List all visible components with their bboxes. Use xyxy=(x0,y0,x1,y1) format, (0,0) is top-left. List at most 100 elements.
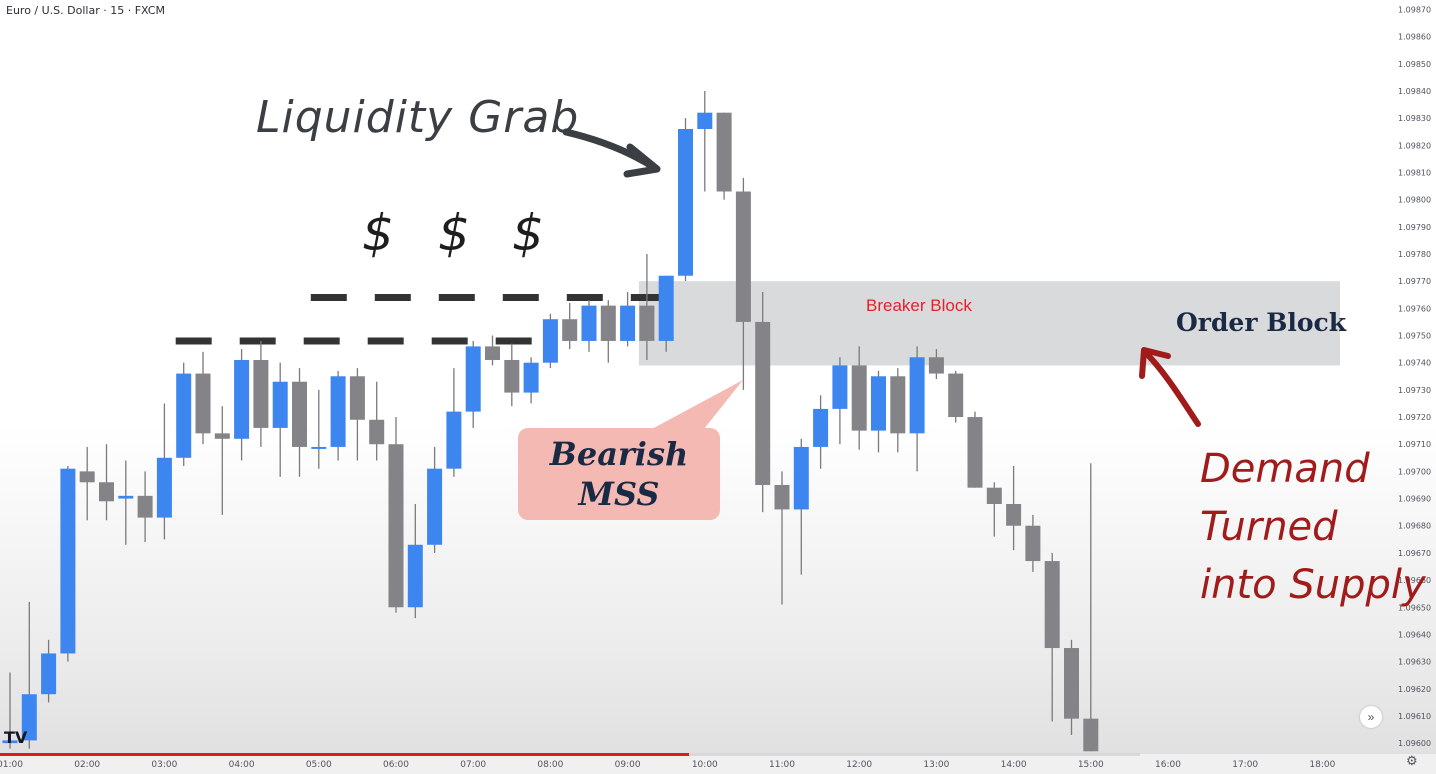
candle-body xyxy=(813,408,829,447)
tradingview-logo-icon[interactable]: TV xyxy=(4,728,28,747)
demand-turned-supply-label: Demand Turned into Supply xyxy=(1200,440,1426,614)
candle-0515 xyxy=(330,370,346,461)
candle-body xyxy=(909,357,925,434)
candle-body xyxy=(311,446,327,449)
liquidity-grab-label: Liquidity Grab xyxy=(256,92,580,143)
liquidity-grab-arrow-icon xyxy=(562,128,659,172)
candle-1015 xyxy=(716,112,732,200)
candle-body xyxy=(330,376,346,447)
candle-body xyxy=(253,359,269,428)
candle-0245 xyxy=(137,471,153,543)
candles-layer xyxy=(2,90,1099,752)
candle-body xyxy=(195,373,211,434)
candle-body xyxy=(465,346,481,412)
candle-1300 xyxy=(928,349,944,379)
demand-line-3: into Supply xyxy=(1200,562,1426,608)
candle-body xyxy=(137,495,153,518)
candle-0315 xyxy=(176,362,192,466)
order-block-arrow-icon xyxy=(1142,349,1201,427)
candle-body xyxy=(214,433,230,439)
candle-0330 xyxy=(195,351,211,445)
candle-1145 xyxy=(832,357,848,445)
candle-body xyxy=(735,191,751,322)
candle-0200 xyxy=(79,446,95,521)
price-tick-label: 1.09680 xyxy=(1398,522,1431,531)
candle-0215 xyxy=(99,444,114,521)
candle-1430 xyxy=(1044,552,1060,722)
candle-body xyxy=(542,319,558,363)
candle-0400 xyxy=(234,349,250,461)
price-tick-label: 1.09820 xyxy=(1398,141,1431,150)
candle-1230 xyxy=(890,368,906,453)
price-axis[interactable]: 1.09600 1.09610 1.09620 1.09630 1.09640 1.096… xyxy=(1398,5,1431,748)
candle-body xyxy=(581,305,597,341)
price-tick-label: 1.09870 xyxy=(1398,5,1431,14)
candle-body xyxy=(1044,561,1060,649)
dollar-sign-2: $ xyxy=(438,204,470,262)
candle-body xyxy=(407,544,423,608)
candle-body xyxy=(658,275,674,341)
bearish-mss-line2: MSS xyxy=(578,475,660,513)
candle-body xyxy=(388,444,404,608)
price-tick-label: 1.09640 xyxy=(1398,630,1431,639)
candle-0715 xyxy=(485,335,500,366)
candle-body xyxy=(716,112,732,192)
candle-body xyxy=(446,411,462,469)
candle-body xyxy=(99,482,114,502)
candle-1130 xyxy=(813,395,829,469)
candle-body xyxy=(234,359,250,439)
candle-body xyxy=(176,373,192,458)
price-tick-label: 1.09750 xyxy=(1398,332,1431,341)
price-tick-label: 1.09630 xyxy=(1398,658,1431,667)
candle-0300 xyxy=(156,403,172,540)
dollar-sign-1: $ xyxy=(362,204,394,262)
time-tick-label: 07:00 xyxy=(460,760,486,770)
candle-body xyxy=(504,359,520,393)
candle-0630 xyxy=(427,446,443,553)
candle-body xyxy=(697,112,713,129)
candle-1315 xyxy=(948,370,964,423)
price-tick-label: 1.09690 xyxy=(1398,495,1431,504)
candle-0915 xyxy=(639,254,655,360)
price-tick-label: 1.09610 xyxy=(1398,712,1431,721)
gear-icon[interactable]: ⚙ xyxy=(1406,753,1418,768)
price-tick-label: 1.09810 xyxy=(1398,168,1431,177)
candle-0430 xyxy=(272,362,288,477)
candle-0500 xyxy=(311,389,327,469)
price-tick-label: 1.09790 xyxy=(1398,223,1431,232)
candle-0900 xyxy=(620,292,636,347)
candle-body xyxy=(41,653,57,695)
liquidity-levels-layer xyxy=(175,293,675,345)
candle-body xyxy=(871,376,886,431)
bearish-mss-line1: Bearish xyxy=(549,435,689,473)
candle-0130 xyxy=(41,639,57,703)
time-tick-label: 05:00 xyxy=(306,760,332,770)
candle-body xyxy=(678,129,693,276)
candle-1115 xyxy=(793,438,809,575)
candle-1445 xyxy=(1064,639,1079,735)
time-tick-label: 09:00 xyxy=(615,760,641,770)
candle-body xyxy=(890,376,906,434)
candle-0545 xyxy=(369,381,385,461)
candle-body xyxy=(1083,718,1099,752)
candle-0800 xyxy=(542,313,558,369)
candle-0945 xyxy=(678,118,693,282)
video-progress-bar xyxy=(0,753,689,756)
price-tick-label: 1.09740 xyxy=(1398,359,1431,368)
order-block-label: Order Block xyxy=(1176,308,1347,337)
price-tick-label: 1.09670 xyxy=(1398,549,1431,558)
candle-body xyxy=(851,365,867,431)
candle-0745 xyxy=(523,357,539,404)
dollar-sign-3: $ xyxy=(512,204,544,262)
time-tick-label: 13:00 xyxy=(923,760,949,770)
candle-body xyxy=(292,381,307,447)
price-tick-label: 1.09720 xyxy=(1398,413,1431,422)
candle-body xyxy=(2,740,18,744)
chevron-right-icon[interactable]: » xyxy=(1360,706,1382,728)
price-tick-label: 1.09650 xyxy=(1398,603,1431,612)
candle-body xyxy=(639,305,655,341)
time-axis[interactable]: 01:00 02:00 03:00 04:00 05:00 06:00 07:00 08:00… xyxy=(0,753,1436,774)
demand-line-2: Turned xyxy=(1200,504,1338,550)
time-tick-label: 04:00 xyxy=(229,760,255,770)
